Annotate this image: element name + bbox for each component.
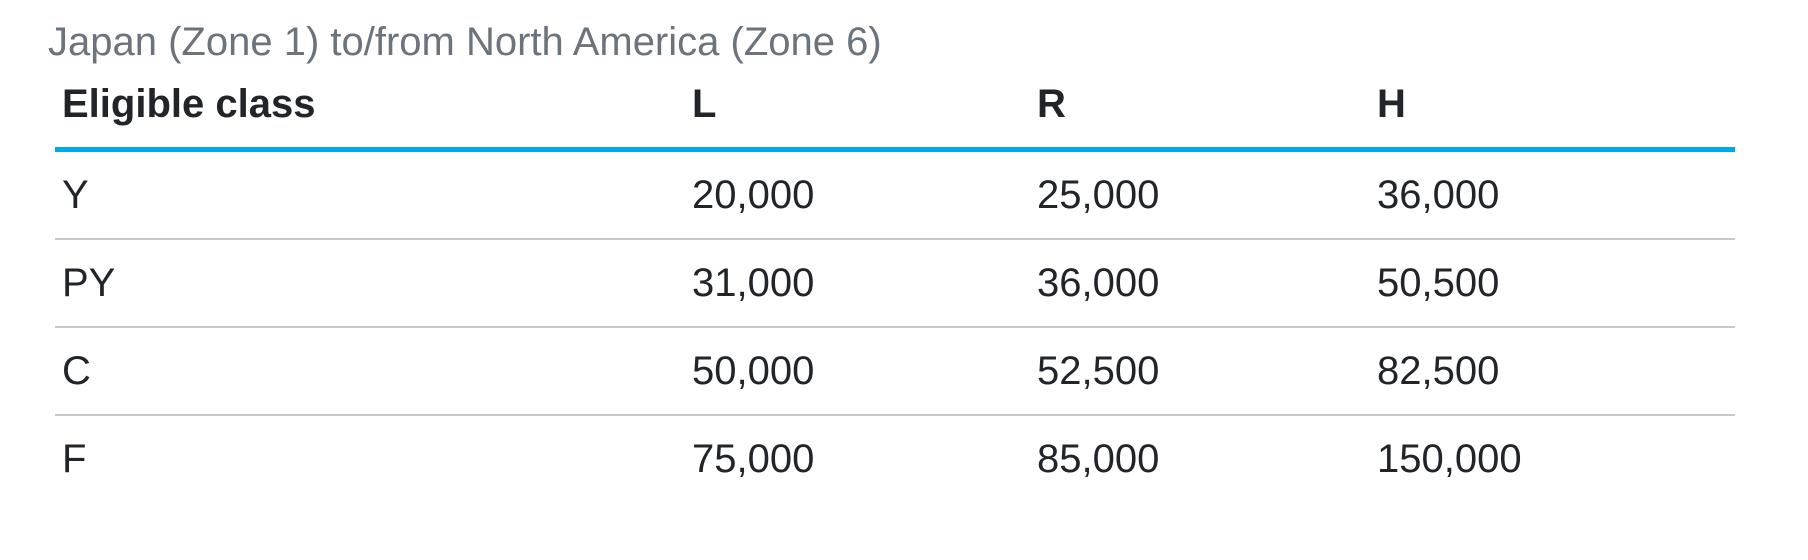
cell-r-value: 25,000 — [1037, 172, 1160, 217]
cell-l-value: 31,000 — [692, 260, 815, 305]
cell-r-value: 36,000 — [1037, 260, 1160, 305]
cell-h-value: 36,000 — [1377, 172, 1500, 217]
cell-r-value: 52,500 — [1037, 348, 1160, 393]
table-row: PY 31,000 36,000 50,500 — [55, 239, 1735, 327]
column-header-eligible-class: Eligible class — [55, 62, 685, 152]
cell-eligible-class: Y — [62, 172, 89, 217]
column-header-l: L — [685, 62, 1030, 152]
table-row: F 75,000 85,000 150,000 — [55, 415, 1735, 502]
award-chart-table: Eligible class L R H Y 20,000 25,000 36,… — [55, 62, 1735, 502]
cell-l-value: 75,000 — [692, 436, 815, 481]
cell-r-value: 85,000 — [1037, 436, 1160, 481]
cell-h-value: 82,500 — [1377, 348, 1500, 393]
cell-eligible-class: F — [62, 436, 87, 481]
cell-h-value: 150,000 — [1377, 436, 1522, 481]
table-row: Y 20,000 25,000 36,000 — [55, 150, 1735, 239]
column-header-h: H — [1370, 62, 1735, 152]
cell-eligible-class: PY — [62, 260, 116, 305]
column-header-r: R — [1030, 62, 1370, 152]
page-title: Japan (Zone 1) to/from North America (Zo… — [48, 20, 882, 64]
cell-h-value: 50,500 — [1377, 260, 1500, 305]
table-row: C 50,000 52,500 82,500 — [55, 327, 1735, 415]
table-header-row: Eligible class L R H — [55, 62, 1735, 152]
cell-eligible-class: C — [62, 348, 91, 393]
cell-l-value: 50,000 — [692, 348, 815, 393]
cell-l-value: 20,000 — [692, 172, 815, 217]
